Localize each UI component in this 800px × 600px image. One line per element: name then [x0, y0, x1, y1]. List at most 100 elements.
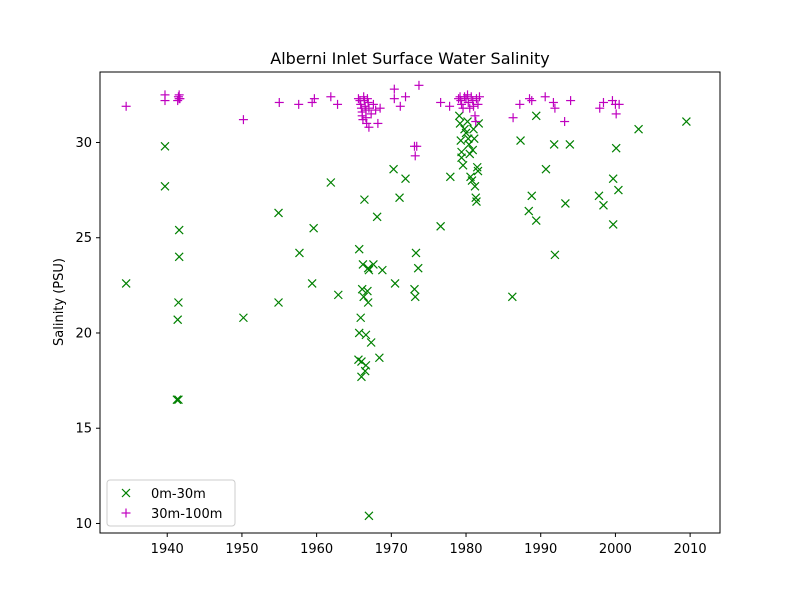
x-tick-label: 1980	[449, 542, 482, 557]
data-point	[516, 136, 525, 146]
data-point	[353, 94, 363, 104]
data-point	[357, 111, 367, 121]
data-point	[309, 94, 319, 104]
data-point	[463, 90, 473, 100]
data-point	[368, 259, 378, 269]
data-point	[238, 115, 248, 125]
data-point	[469, 134, 479, 144]
data-point	[445, 101, 455, 111]
data-point	[595, 103, 605, 113]
data-point	[598, 97, 608, 107]
data-point	[307, 279, 317, 288]
data-point	[364, 103, 374, 113]
data-point	[160, 96, 170, 106]
data-point	[307, 97, 317, 107]
data-point	[173, 315, 183, 325]
data-point	[357, 284, 367, 294]
data-point	[174, 225, 184, 235]
data-point	[160, 181, 170, 191]
data-point	[468, 101, 478, 111]
data-point	[531, 216, 541, 226]
data-point	[467, 176, 477, 186]
data-point	[389, 84, 399, 94]
data-point	[295, 248, 304, 258]
data-point	[377, 265, 387, 275]
data-point	[362, 118, 372, 128]
data-point	[274, 298, 283, 307]
data-point	[445, 172, 455, 182]
data-point	[363, 263, 373, 273]
data-markers	[121, 80, 691, 521]
data-point	[364, 122, 374, 132]
data-point	[560, 117, 570, 127]
chart-title: Alberni Inlet Surface Water Salinity	[270, 49, 549, 68]
data-point	[456, 96, 466, 106]
data-point	[611, 109, 621, 119]
data-point	[472, 197, 481, 206]
data-point	[468, 145, 478, 155]
data-point	[238, 313, 248, 323]
data-point	[550, 103, 560, 113]
data-point	[515, 99, 525, 109]
y-tick-label: 15	[75, 422, 92, 437]
data-point	[363, 97, 373, 107]
data-point	[366, 338, 376, 347]
data-point	[461, 128, 471, 138]
data-point	[364, 511, 374, 521]
data-point	[525, 94, 535, 104]
data-point	[160, 141, 170, 151]
data-point	[363, 298, 373, 307]
legend-box	[106, 479, 236, 527]
data-point	[613, 185, 623, 195]
data-point	[566, 96, 576, 106]
plot-frame	[99, 71, 721, 534]
x-tick-label: 1960	[300, 542, 333, 557]
data-point	[174, 298, 183, 307]
data-point	[527, 191, 537, 201]
data-point	[473, 99, 483, 109]
legend-label: 30m-100m	[151, 507, 222, 522]
data-point	[360, 195, 369, 205]
data-point	[354, 244, 364, 254]
data-point	[524, 206, 534, 216]
series-deep	[121, 80, 624, 161]
data-point	[401, 174, 410, 184]
data-point	[541, 164, 551, 174]
series-shallow	[121, 111, 691, 521]
data-point	[359, 292, 369, 302]
data-point	[395, 193, 404, 203]
data-point	[333, 99, 343, 109]
data-point	[463, 117, 472, 126]
data-point	[173, 96, 183, 106]
legend-marker	[121, 488, 131, 498]
x-axis: 1940 1950 1960 1970 1980 1990 2000 2010	[151, 533, 707, 557]
y-tick-label: 10	[75, 517, 92, 532]
data-point	[326, 178, 336, 187]
data-point	[474, 92, 484, 102]
data-point	[599, 200, 608, 210]
data-point	[540, 92, 550, 102]
data-point	[395, 101, 405, 111]
data-point	[359, 92, 369, 102]
data-point	[457, 99, 467, 109]
data-point	[531, 111, 541, 121]
y-axis: 10 15 20 25 30	[75, 136, 100, 532]
data-point	[436, 221, 446, 231]
data-point	[173, 92, 183, 102]
data-point	[326, 92, 336, 102]
data-point	[174, 252, 184, 262]
data-point	[507, 292, 517, 302]
data-point	[362, 94, 372, 104]
data-point	[401, 92, 411, 102]
data-point	[412, 141, 422, 151]
data-point	[414, 80, 424, 90]
data-point	[389, 94, 399, 104]
data-point	[471, 117, 481, 127]
data-point	[389, 164, 398, 174]
data-point	[681, 117, 691, 126]
data-point	[614, 99, 624, 109]
data-point	[454, 111, 464, 121]
x-tick-label: 1970	[375, 542, 408, 557]
data-point	[466, 92, 476, 102]
data-point	[508, 113, 518, 123]
